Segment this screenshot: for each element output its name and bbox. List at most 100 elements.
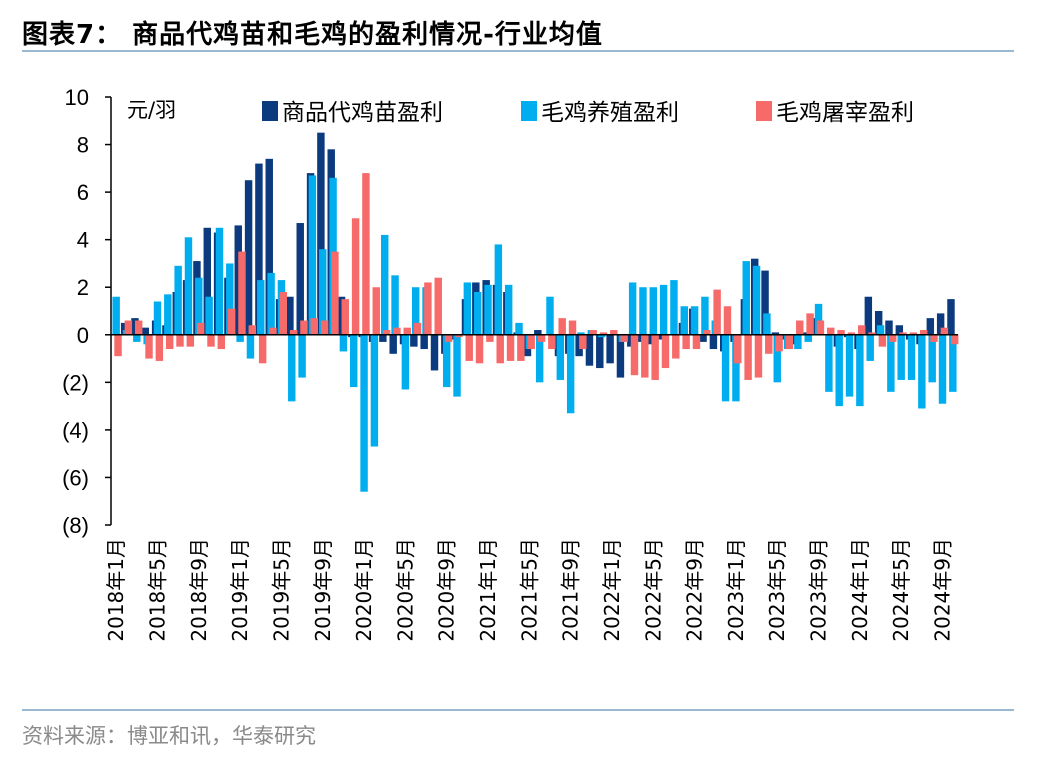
bar xyxy=(186,334,195,347)
bar xyxy=(825,334,833,392)
bar xyxy=(527,334,535,350)
bar xyxy=(620,334,628,342)
bar xyxy=(298,334,306,378)
bar xyxy=(258,334,267,364)
bar xyxy=(597,334,606,338)
bar xyxy=(403,327,411,335)
bar xyxy=(145,334,153,359)
bar xyxy=(938,334,947,404)
x-tick-label: 2020年9月 xyxy=(435,538,459,642)
bar xyxy=(534,330,542,335)
bar xyxy=(114,334,122,357)
bar xyxy=(155,334,164,361)
bar xyxy=(899,332,907,335)
bar xyxy=(930,334,938,342)
bar xyxy=(227,308,236,335)
x-tick-label: 2022年1月 xyxy=(600,538,624,642)
bar xyxy=(165,334,174,350)
bar xyxy=(196,322,205,335)
bar xyxy=(537,334,546,342)
bar xyxy=(568,320,577,335)
y-tick-label: (6) xyxy=(62,465,89,490)
bar xyxy=(279,291,288,335)
bar xyxy=(936,313,945,335)
bar xyxy=(732,334,740,402)
bar xyxy=(504,284,513,335)
bar xyxy=(339,334,348,352)
x-tick-label: 2021年5月 xyxy=(517,538,541,642)
bar xyxy=(410,334,418,347)
bar xyxy=(296,223,304,335)
series-2 xyxy=(114,173,959,380)
bar xyxy=(133,334,141,342)
bar xyxy=(804,334,812,342)
bar xyxy=(845,334,854,397)
x-tick-label: 2024年1月 xyxy=(848,538,872,642)
x-tick-label: 2018年1月 xyxy=(104,538,128,642)
bar xyxy=(238,251,246,335)
bar xyxy=(455,334,463,338)
bar xyxy=(827,327,835,335)
bar xyxy=(401,334,410,390)
bar xyxy=(308,175,317,335)
bar xyxy=(515,322,523,335)
unit-label: 元/羽 xyxy=(127,98,176,122)
bar xyxy=(616,334,625,378)
y-tick-labels: 10 8 6 4 2 0 (2) (4) (6) (8) xyxy=(62,85,89,538)
legend-label: 毛鸡养殖盈利 xyxy=(541,100,679,126)
bar xyxy=(535,334,544,383)
bar xyxy=(672,334,680,359)
bar xyxy=(494,244,503,335)
bar xyxy=(370,334,379,447)
y-tick-label: 4 xyxy=(77,228,89,253)
bar xyxy=(699,334,707,342)
bar xyxy=(878,334,887,347)
y-tick-label: 8 xyxy=(77,133,89,158)
bar xyxy=(690,306,699,335)
bar xyxy=(267,272,275,335)
bar xyxy=(381,234,389,335)
bar xyxy=(701,296,709,335)
bar xyxy=(463,282,472,335)
bar xyxy=(244,180,253,335)
x-tick-label: 2019年9月 xyxy=(311,538,335,642)
bar xyxy=(919,330,928,335)
bar xyxy=(420,334,428,350)
bar xyxy=(765,334,773,354)
bar xyxy=(548,334,556,350)
bar xyxy=(248,325,257,335)
bar xyxy=(814,303,823,335)
bar xyxy=(393,327,401,335)
legend-swatch xyxy=(262,101,278,121)
bar xyxy=(434,277,442,335)
bar xyxy=(949,334,957,392)
bar xyxy=(112,296,120,335)
bar xyxy=(775,334,783,352)
bar xyxy=(269,327,277,335)
y-tick-label: 2 xyxy=(77,275,89,300)
bar xyxy=(205,296,213,335)
bar xyxy=(319,249,327,335)
bar xyxy=(246,334,255,359)
bar xyxy=(742,261,750,335)
bar xyxy=(926,318,935,335)
bar xyxy=(889,334,897,342)
x-tick-label: 2022年5月 xyxy=(641,538,665,642)
bar xyxy=(847,332,856,335)
profit-bar-chart: 10 8 6 4 2 0 (2) (4) (6) (8) 2018年1月 2018年5月 2018年9… xyxy=(62,85,959,642)
y-tick-label: (2) xyxy=(62,370,89,395)
bar xyxy=(610,330,618,335)
bar xyxy=(895,325,904,335)
bar xyxy=(506,334,515,361)
bar xyxy=(794,334,802,350)
bar xyxy=(918,334,926,409)
x-tick-label: 2023年5月 xyxy=(765,538,789,642)
bar xyxy=(659,284,668,335)
bar xyxy=(651,334,659,380)
bar xyxy=(351,218,360,335)
bar xyxy=(649,287,658,335)
bar xyxy=(703,330,711,335)
bar xyxy=(868,332,876,335)
bar xyxy=(680,306,688,335)
legend: 商品代鸡苗盈利 毛鸡养殖盈利 毛鸡屠宰盈利 xyxy=(262,100,914,126)
